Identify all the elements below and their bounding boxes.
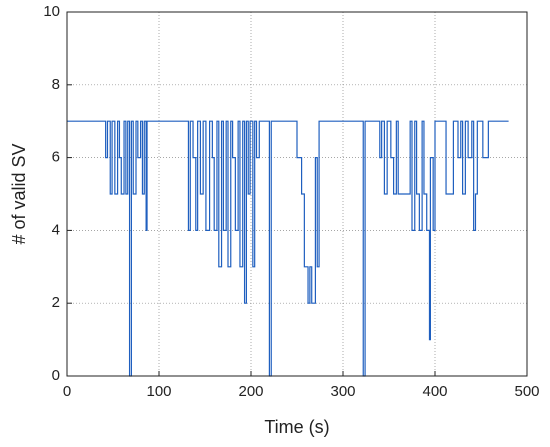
x-tick-label: 400 (422, 383, 447, 400)
y-tick-label: 4 (52, 221, 60, 238)
plot-frame (66, 11, 528, 377)
y-tick-label: 10 (43, 3, 60, 20)
x-tick-label: 300 (330, 383, 355, 400)
x-tick-label: 100 (146, 383, 171, 400)
x-tick-label: 0 (63, 383, 71, 400)
data-line (67, 120, 509, 377)
y-axis-label: # of valid SV (9, 143, 29, 244)
y-tick-label: 2 (52, 294, 60, 311)
x-tick-label: 200 (238, 383, 263, 400)
y-tick-label: 6 (52, 149, 60, 166)
x-tick-label: 500 (514, 383, 539, 400)
y-tick-label: 8 (52, 76, 60, 93)
x-axis-label: Time (s) (264, 417, 329, 437)
y-tick-label: 0 (52, 367, 60, 384)
